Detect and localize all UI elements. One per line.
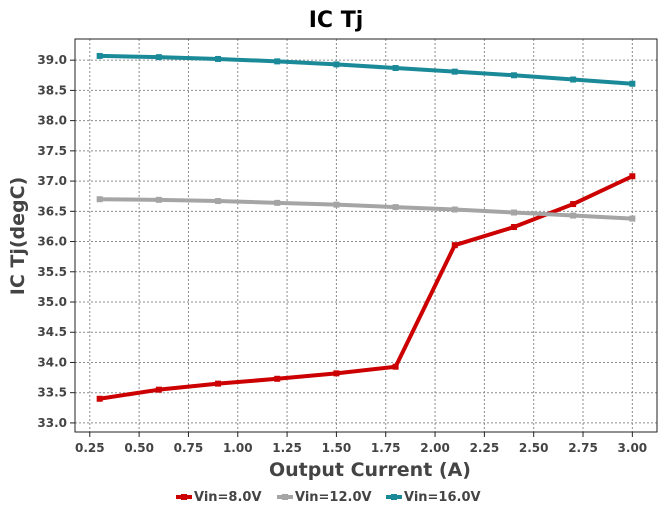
data-point — [215, 198, 222, 205]
y-axis-ticks: 33.0 33.5 34.0 34.5 35.0 35.5 36.0 36.5 37.0 37.5… — [37, 53, 75, 430]
data-point — [155, 196, 162, 203]
data-point — [333, 61, 340, 68]
data-point — [570, 76, 577, 83]
y-tick-label: 37.0 — [37, 174, 67, 188]
data-point — [215, 55, 222, 62]
y-tick-label: 39.0 — [37, 53, 67, 67]
y-tick-label: 36.5 — [37, 204, 67, 218]
x-axis-ticks: 0.25 0.50 0.75 1.00 1.25 1.50 1.75 2.00 2.25 2.50… — [75, 432, 647, 455]
x-tick-label: 1.00 — [223, 441, 253, 455]
data-point — [510, 224, 517, 231]
data-point — [629, 215, 636, 222]
x-tick-label: 0.50 — [124, 441, 154, 455]
x-tick-label: 2.50 — [519, 441, 549, 455]
data-point — [155, 386, 162, 393]
series-line-2 — [97, 53, 635, 86]
data-point — [96, 196, 103, 203]
y-tick-label: 34.5 — [37, 325, 67, 339]
data-point — [96, 395, 103, 402]
x-tick-label: 1.50 — [322, 441, 352, 455]
chart-title: IC Tj — [309, 8, 364, 33]
data-point — [274, 58, 281, 65]
y-tick-label: 37.5 — [37, 144, 67, 158]
data-point — [392, 65, 399, 72]
y-axis-label: IC Tj(degC) — [7, 177, 29, 296]
data-point — [570, 201, 577, 208]
x-tick-label: 3.00 — [618, 441, 648, 455]
y-tick-label: 34.0 — [37, 355, 67, 369]
x-tick-label: 0.25 — [75, 441, 105, 455]
series-line-0 — [97, 174, 635, 401]
data-point — [155, 54, 162, 61]
y-tick-label: 38.0 — [37, 114, 67, 128]
data-point — [510, 209, 517, 216]
data-point — [96, 52, 103, 59]
data-point — [629, 173, 636, 180]
legend-label: Vin=12.0V — [295, 490, 372, 505]
x-tick-label: 2.75 — [568, 441, 598, 455]
data-point — [333, 370, 340, 377]
data-point — [274, 375, 281, 382]
legend: Vin=8.0V Vin=12.0V Vin=16.0V — [176, 490, 481, 505]
legend-label: Vin=8.0V — [194, 490, 262, 505]
series-lines — [96, 52, 636, 402]
data-point — [570, 212, 577, 219]
data-point — [629, 80, 636, 87]
x-tick-label: 0.75 — [174, 441, 204, 455]
plot-frame — [74, 38, 658, 433]
legend-swatch-marker — [282, 494, 288, 500]
y-tick-label: 33.5 — [37, 386, 67, 400]
grid — [75, 39, 657, 432]
y-tick-label: 36.0 — [37, 235, 67, 249]
data-point — [215, 380, 222, 387]
y-tick-label: 38.5 — [37, 83, 67, 97]
data-point — [392, 363, 399, 370]
y-tick-label: 35.0 — [37, 295, 67, 309]
x-tick-label: 1.25 — [272, 441, 302, 455]
x-tick-label: 1.75 — [371, 441, 401, 455]
y-tick-label: 33.0 — [37, 416, 67, 430]
legend-swatch-marker — [391, 494, 397, 500]
data-point — [333, 201, 340, 208]
y-tick-label: 35.5 — [37, 265, 67, 279]
series-line-1 — [97, 197, 635, 221]
x-tick-label: 2.25 — [470, 441, 500, 455]
legend-label: Vin=16.0V — [404, 490, 481, 505]
x-tick-label: 2.00 — [420, 441, 450, 455]
data-point — [510, 72, 517, 79]
x-axis-label: Output Current (A) — [269, 459, 471, 481]
data-point — [392, 204, 399, 211]
data-point — [451, 68, 458, 75]
data-point — [451, 242, 458, 249]
legend-swatch-marker — [181, 494, 187, 500]
data-point — [451, 206, 458, 213]
data-point — [274, 199, 281, 206]
